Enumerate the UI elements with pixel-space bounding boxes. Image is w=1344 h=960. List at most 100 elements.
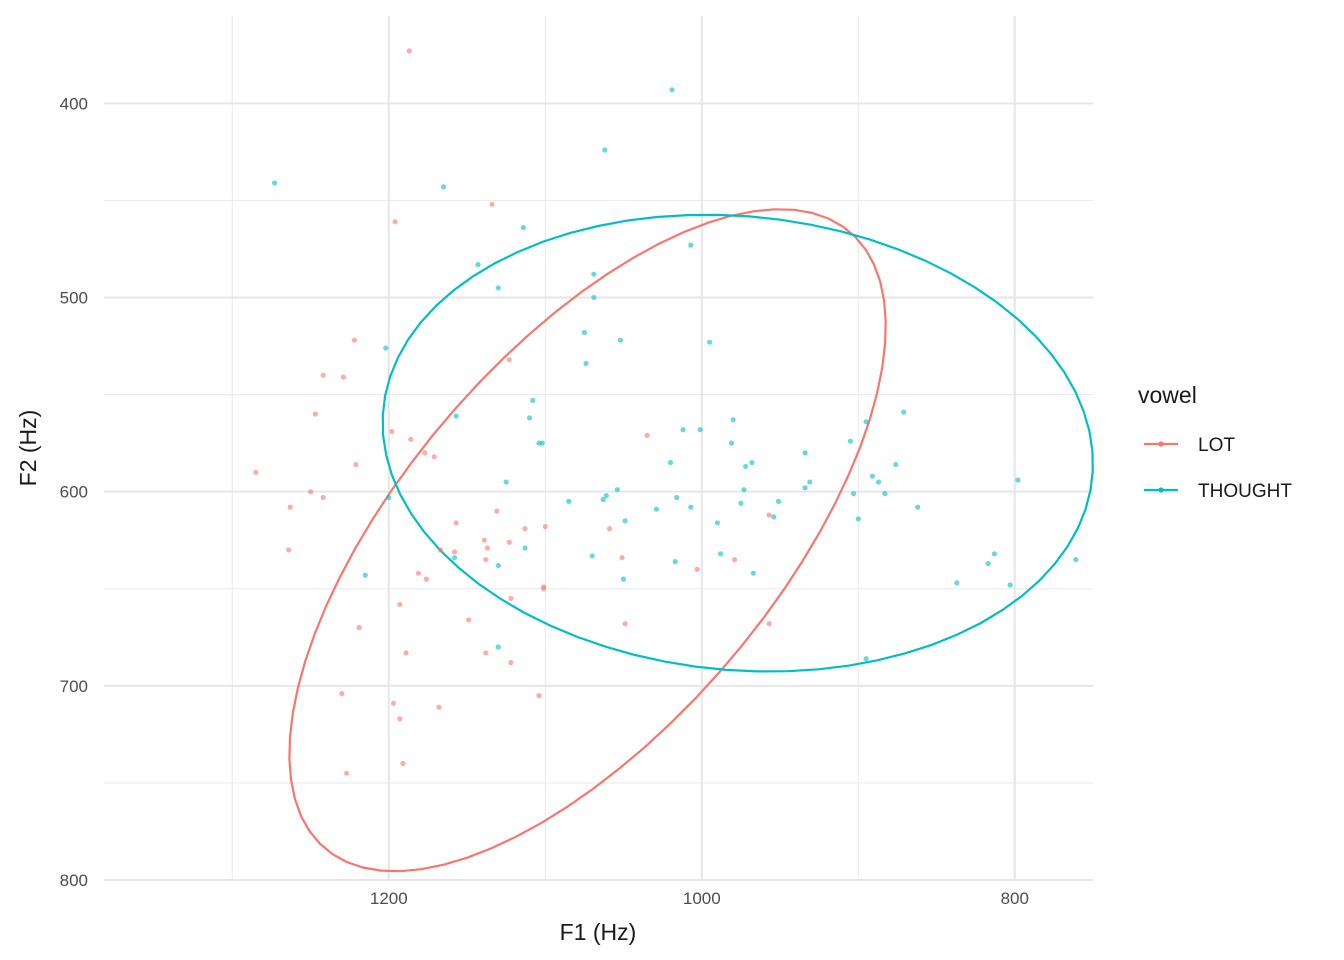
point-thought bbox=[743, 463, 749, 469]
point-lot bbox=[415, 570, 422, 576]
point-thought bbox=[495, 562, 501, 569]
point-thought bbox=[566, 498, 572, 504]
point-thought bbox=[901, 409, 907, 415]
point-thought bbox=[893, 461, 899, 468]
point-lot bbox=[451, 549, 458, 555]
point-lot bbox=[403, 650, 409, 656]
point-thought bbox=[1007, 582, 1013, 588]
point-thought bbox=[802, 485, 808, 491]
point-thought bbox=[771, 514, 777, 520]
point-thought bbox=[674, 494, 680, 501]
point-thought bbox=[697, 427, 703, 433]
point-thought bbox=[669, 87, 675, 93]
point-lot bbox=[622, 621, 628, 627]
point-thought bbox=[680, 427, 686, 433]
y-axis-ticks: 400 500 600 700 800 bbox=[60, 94, 88, 890]
point-lot bbox=[542, 524, 548, 530]
point-thought bbox=[591, 294, 597, 301]
point-thought bbox=[847, 438, 854, 444]
point-thought bbox=[620, 576, 627, 582]
point-thought bbox=[863, 656, 869, 662]
x-axis-title: F1 (Hz) bbox=[560, 919, 637, 945]
point-thought bbox=[362, 572, 368, 578]
ellipse-layer bbox=[288, 208, 1094, 873]
point-thought bbox=[589, 553, 595, 559]
y-tick-label: 500 bbox=[60, 289, 88, 308]
point-lot bbox=[489, 201, 495, 207]
point-thought bbox=[1015, 477, 1021, 483]
point-thought bbox=[441, 184, 447, 190]
point-lot bbox=[483, 650, 489, 656]
point-thought bbox=[714, 520, 721, 526]
point-thought bbox=[603, 493, 609, 499]
legend-label: THOUGHT bbox=[1198, 481, 1292, 502]
y-axis-title: F2 (Hz) bbox=[15, 410, 41, 487]
point-lot bbox=[320, 372, 326, 378]
point-lot bbox=[392, 219, 398, 225]
y-tick-label: 800 bbox=[60, 871, 88, 890]
point-thought bbox=[451, 555, 458, 561]
point-thought bbox=[383, 345, 389, 351]
point-thought bbox=[600, 496, 606, 503]
point-layer bbox=[253, 48, 1079, 776]
point-thought bbox=[617, 337, 624, 343]
point-thought bbox=[876, 479, 882, 485]
point-lot bbox=[506, 539, 512, 545]
point-lot bbox=[484, 545, 490, 551]
point-thought bbox=[741, 487, 747, 493]
point-thought bbox=[495, 644, 501, 650]
point-thought bbox=[807, 479, 813, 485]
point-thought bbox=[688, 242, 694, 248]
major-gridlines bbox=[104, 16, 1093, 881]
point-lot bbox=[522, 526, 528, 532]
point-thought bbox=[622, 518, 628, 524]
point-lot bbox=[344, 770, 350, 776]
ellipse-thought bbox=[381, 213, 1094, 673]
point-thought bbox=[539, 440, 545, 446]
point-lot bbox=[422, 450, 428, 456]
point-thought bbox=[855, 516, 861, 522]
point-lot bbox=[390, 700, 397, 706]
point-thought bbox=[718, 551, 724, 557]
point-lot bbox=[389, 428, 395, 435]
point-thought bbox=[495, 285, 501, 291]
point-thought bbox=[591, 271, 597, 277]
point-thought bbox=[991, 551, 998, 557]
point-thought bbox=[581, 329, 588, 336]
point-thought bbox=[707, 339, 713, 345]
legend-key-point bbox=[1158, 441, 1164, 447]
point-thought bbox=[985, 560, 991, 567]
point-thought bbox=[672, 559, 678, 565]
point-lot bbox=[308, 489, 314, 495]
point-thought bbox=[915, 504, 921, 510]
point-thought bbox=[738, 500, 744, 506]
point-thought bbox=[520, 225, 527, 231]
minor-gridlines bbox=[104, 16, 1093, 880]
point-lot bbox=[287, 504, 293, 510]
point-thought bbox=[614, 487, 620, 493]
point-thought bbox=[869, 473, 876, 479]
point-lot bbox=[423, 576, 429, 582]
point-thought bbox=[527, 415, 533, 421]
point-lot bbox=[453, 520, 459, 526]
point-lot bbox=[606, 526, 613, 532]
point-lot bbox=[397, 601, 403, 607]
point-thought bbox=[602, 147, 608, 153]
point-thought bbox=[453, 413, 459, 419]
y-tick-label: 600 bbox=[60, 483, 88, 502]
point-lot bbox=[400, 760, 406, 767]
point-lot bbox=[437, 547, 443, 553]
y-tick-label: 400 bbox=[60, 94, 88, 113]
point-lot bbox=[483, 557, 489, 563]
point-lot bbox=[253, 469, 259, 475]
x-tick-label: 1200 bbox=[370, 889, 408, 908]
point-thought bbox=[503, 479, 509, 485]
point-lot bbox=[619, 555, 625, 561]
point-thought bbox=[749, 460, 755, 466]
point-lot bbox=[694, 566, 700, 572]
ellipse-lot bbox=[288, 208, 887, 873]
point-lot bbox=[320, 494, 326, 501]
point-thought bbox=[728, 440, 735, 446]
point-thought bbox=[386, 494, 392, 501]
